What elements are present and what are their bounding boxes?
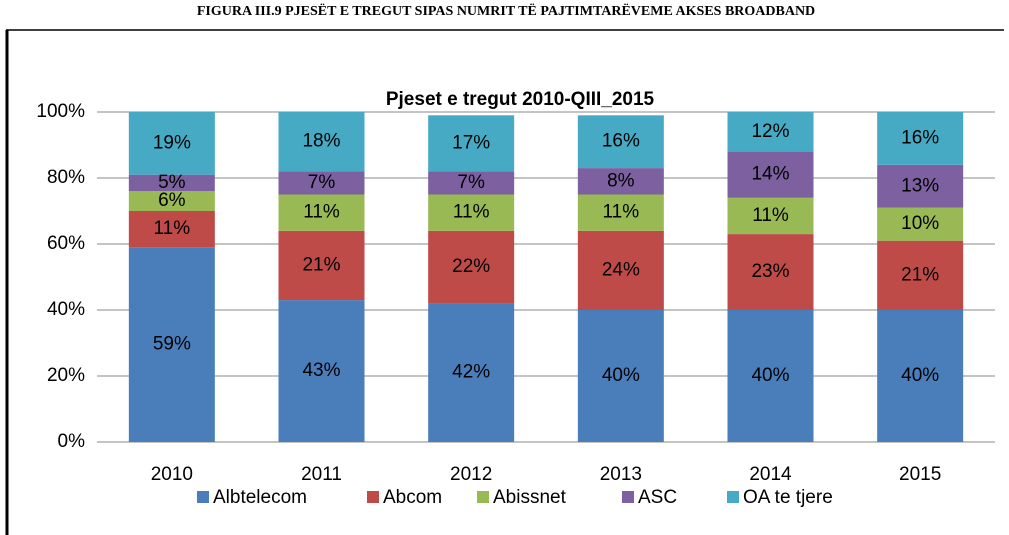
data-label: 21% bbox=[901, 264, 939, 285]
bar-segment bbox=[727, 234, 814, 310]
bar-segment bbox=[428, 230, 515, 304]
data-label: 10% bbox=[901, 213, 939, 234]
bar-segment bbox=[727, 112, 814, 152]
data-label: 16% bbox=[602, 131, 640, 152]
data-label: 11% bbox=[752, 205, 789, 226]
x-tick-label: 2011 bbox=[301, 464, 342, 485]
data-label: 12% bbox=[751, 121, 789, 142]
legend-label: Abissnet bbox=[493, 487, 567, 508]
data-label: 11% bbox=[603, 202, 640, 223]
bar-segment bbox=[877, 240, 964, 310]
bar-segment bbox=[577, 168, 664, 195]
legend-swatch bbox=[727, 491, 739, 503]
data-label: 11% bbox=[303, 202, 340, 223]
data-label: 59% bbox=[153, 334, 191, 355]
bar-segment bbox=[727, 310, 814, 442]
bar-segment bbox=[877, 112, 964, 165]
bar-segment bbox=[877, 310, 964, 442]
legend-label: OA te tjere bbox=[743, 487, 833, 508]
data-label: 8% bbox=[607, 170, 635, 191]
y-tick-label: 60% bbox=[47, 233, 85, 254]
bar-segment bbox=[577, 230, 664, 310]
data-label: 11% bbox=[154, 218, 191, 239]
data-label: 22% bbox=[452, 256, 490, 277]
x-tick-label: 2010 bbox=[151, 464, 193, 485]
bar-segment bbox=[278, 194, 365, 231]
bar-segment bbox=[877, 207, 964, 241]
data-label: 7% bbox=[457, 172, 485, 193]
legend-swatch bbox=[622, 491, 634, 503]
y-tick-label: 40% bbox=[47, 299, 85, 320]
bar-segment bbox=[727, 151, 814, 198]
data-label: 43% bbox=[302, 360, 340, 381]
bar-segment bbox=[278, 230, 365, 301]
bar-segment bbox=[128, 247, 215, 442]
data-label: 13% bbox=[901, 175, 939, 196]
bar-segment bbox=[128, 211, 215, 248]
y-tick-label: 80% bbox=[47, 167, 85, 188]
y-tick-label: 100% bbox=[36, 101, 85, 122]
legend-label: Albtelecom bbox=[213, 487, 307, 508]
legend-swatch bbox=[367, 491, 379, 503]
legend-swatch bbox=[477, 491, 489, 503]
data-label: 18% bbox=[302, 131, 340, 152]
data-label: 21% bbox=[302, 254, 340, 275]
y-tick-label: 20% bbox=[47, 365, 85, 386]
data-label: 17% bbox=[452, 132, 490, 153]
legend-label: ASC bbox=[638, 487, 677, 508]
data-label: 11% bbox=[453, 202, 490, 223]
bar-segment bbox=[278, 112, 365, 172]
x-tick-label: 2014 bbox=[749, 464, 792, 485]
data-label: 40% bbox=[901, 365, 939, 386]
bar-segment bbox=[877, 164, 964, 208]
data-label: 6% bbox=[158, 190, 186, 211]
bar-segment bbox=[278, 171, 365, 195]
x-tick-label: 2015 bbox=[899, 464, 941, 485]
data-label: 40% bbox=[751, 365, 789, 386]
bar-segment bbox=[278, 300, 365, 442]
bar-segment bbox=[128, 174, 215, 192]
bar-segment bbox=[577, 115, 664, 169]
bar-segment bbox=[577, 310, 664, 442]
y-tick-label: 0% bbox=[58, 431, 86, 452]
data-label: 7% bbox=[308, 172, 336, 193]
bar-segment bbox=[428, 171, 515, 195]
data-label: 24% bbox=[602, 259, 640, 280]
bar-segment bbox=[577, 194, 664, 231]
chart-title: Pjeset e tregut 2010-QIII_2015 bbox=[386, 89, 655, 110]
data-label: 19% bbox=[153, 132, 191, 153]
figure-caption: FIGURA III.9 PJESËT E TREGUT SIPAS NUMRI… bbox=[197, 3, 815, 19]
data-label: 40% bbox=[602, 365, 640, 386]
bar-segment bbox=[727, 197, 814, 235]
data-label: 23% bbox=[751, 261, 789, 282]
bar-segment bbox=[428, 115, 515, 172]
bar-segment bbox=[128, 191, 215, 211]
bar-segment bbox=[128, 112, 215, 175]
x-tick-label: 2013 bbox=[600, 464, 642, 485]
x-tick-label: 2012 bbox=[450, 464, 492, 485]
legend-label: Abcom bbox=[383, 487, 442, 508]
data-label: 14% bbox=[751, 164, 789, 185]
data-label: 42% bbox=[452, 362, 490, 383]
data-label: 16% bbox=[901, 127, 939, 148]
legend-swatch bbox=[197, 491, 209, 503]
bar-segment bbox=[428, 194, 515, 231]
bar-segment bbox=[428, 303, 515, 442]
data-label: 5% bbox=[158, 172, 186, 193]
